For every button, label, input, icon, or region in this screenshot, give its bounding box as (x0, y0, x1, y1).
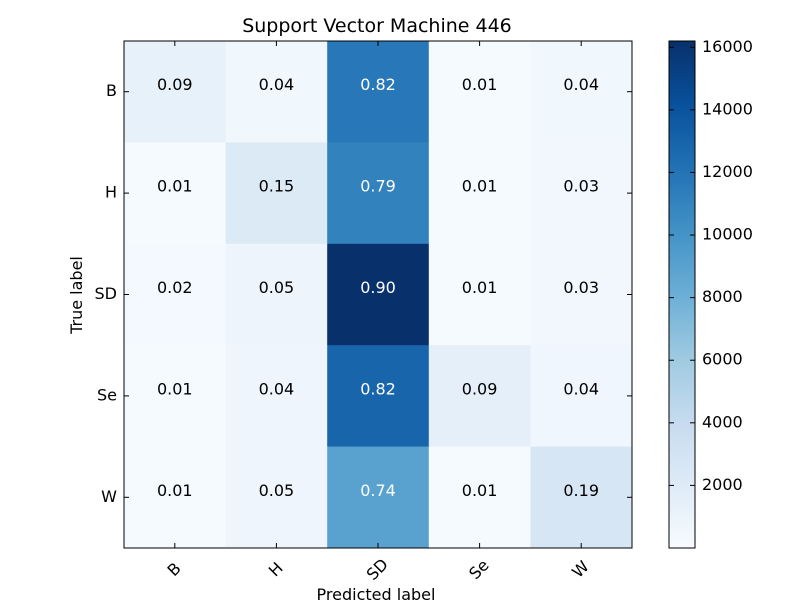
y-tick-label: H (105, 183, 117, 202)
cell-label-W-SD: 0.74 (360, 481, 396, 500)
cell-label-H-SD: 0.79 (360, 177, 396, 196)
heatmap-cell-W-SD (327, 446, 430, 549)
y-tick-label: SD (95, 284, 117, 303)
x-tick-label: W (568, 557, 593, 582)
heatmap-cell-Se-SD (327, 345, 430, 448)
cell-label-Se-B: 0.01 (157, 379, 193, 398)
colorbar-ticks: 2000 4000 6000 8000 10000 12000 14000 16000 (669, 37, 753, 494)
colorbar-tick-label: 12000 (702, 162, 753, 181)
heatmap-cell-Se-H (225, 345, 328, 448)
cell-label-SD-H: 0.05 (259, 278, 295, 297)
colorbar-tick-label: 2000 (702, 475, 743, 494)
y-tick-label: Se (97, 385, 117, 404)
cell-label-Se-Se: 0.09 (462, 379, 498, 398)
cell-label-SD-Se: 0.01 (462, 278, 498, 297)
heatmap-cells (124, 41, 633, 549)
x-tick-label: SD (363, 555, 392, 584)
cell-label-B-Se: 0.01 (462, 75, 498, 94)
y-tick-label: B (106, 81, 117, 100)
x-axis-label: Predicted label (317, 585, 436, 604)
cell-label-SD-SD: 0.90 (360, 278, 396, 297)
x-tick-label: B (163, 559, 184, 580)
heatmap-cell-B-H (225, 41, 328, 143)
heatmap-cell-SD-Se (428, 243, 531, 346)
cell-label-B-B: 0.09 (157, 75, 193, 94)
heatmap-cell-SD-B (124, 243, 227, 346)
x-tick-label: Se (465, 556, 493, 584)
heatmap-cell-B-W (530, 41, 633, 143)
cell-label-H-Se: 0.01 (462, 177, 498, 196)
cell-label-H-H: 0.15 (259, 177, 295, 196)
heatmap-cell-W-H (225, 446, 328, 549)
y-axis-label: True label (67, 256, 86, 335)
cell-label-Se-H: 0.04 (259, 379, 295, 398)
heatmap-cell-SD-SD (327, 243, 430, 346)
heatmap-cell-B-SD (327, 41, 430, 143)
cell-label-W-W: 0.19 (563, 481, 599, 500)
heatmap-cell-SD-W (530, 243, 633, 346)
cell-label-H-W: 0.03 (563, 177, 599, 196)
colorbar-gradient (668, 40, 696, 549)
cell-label-H-B: 0.01 (157, 177, 193, 196)
heatmap-cell-B-Se (428, 41, 531, 143)
cell-label-B-SD: 0.82 (360, 75, 396, 94)
heatmap-cell-B-B (124, 41, 227, 143)
cell-label-SD-W: 0.03 (563, 278, 599, 297)
cell-label-B-W: 0.04 (563, 75, 599, 94)
cell-label-Se-SD: 0.82 (360, 379, 396, 398)
heatmap-cell-H-Se (428, 142, 531, 245)
heatmap-cell-Se-Se (428, 345, 531, 448)
heatmap-cell-labels: 0.09 0.04 0.82 0.01 0.04 0.01 0.15 0.79 0.01 0.03… (157, 75, 599, 500)
cell-label-W-H: 0.05 (259, 481, 295, 500)
colorbar-tick-label: 14000 (702, 99, 753, 118)
cell-label-SD-B: 0.02 (157, 278, 193, 297)
colorbar-tick-label: 6000 (702, 350, 743, 369)
heatmap-cell-H-W (530, 142, 633, 245)
cell-label-W-B: 0.01 (157, 481, 193, 500)
cell-label-Se-W: 0.04 (563, 379, 599, 398)
heatmap-cell-SD-H (225, 243, 328, 346)
colorbar-tick-label: 4000 (702, 412, 743, 431)
x-tick-label: H (265, 558, 287, 580)
chart-title: Support Vector Machine 446 (242, 15, 512, 37)
y-axis-ticks: B H SD Se W (95, 81, 632, 506)
colorbar-tick-label: 8000 (702, 287, 743, 306)
heatmap-cell-H-SD (327, 142, 430, 245)
heatmap-cell-Se-B (124, 345, 227, 448)
heatmap-cell-W-B (124, 446, 227, 549)
heatmap-cell-H-H (225, 142, 328, 245)
cell-label-W-Se: 0.01 (462, 481, 498, 500)
colorbar: 2000 4000 6000 8000 10000 12000 14000 16000 (668, 37, 753, 549)
colorbar-tick-label: 16000 (702, 37, 753, 56)
y-tick-label: W (101, 487, 117, 506)
cell-label-B-H: 0.04 (259, 75, 295, 94)
colorbar-tick-label: 10000 (702, 225, 753, 244)
heatmap-cell-H-B (124, 142, 227, 245)
heatmap-cell-Se-W (530, 345, 633, 448)
heatmap-cell-W-W (530, 446, 633, 549)
heatmap-cell-W-Se (428, 446, 531, 549)
